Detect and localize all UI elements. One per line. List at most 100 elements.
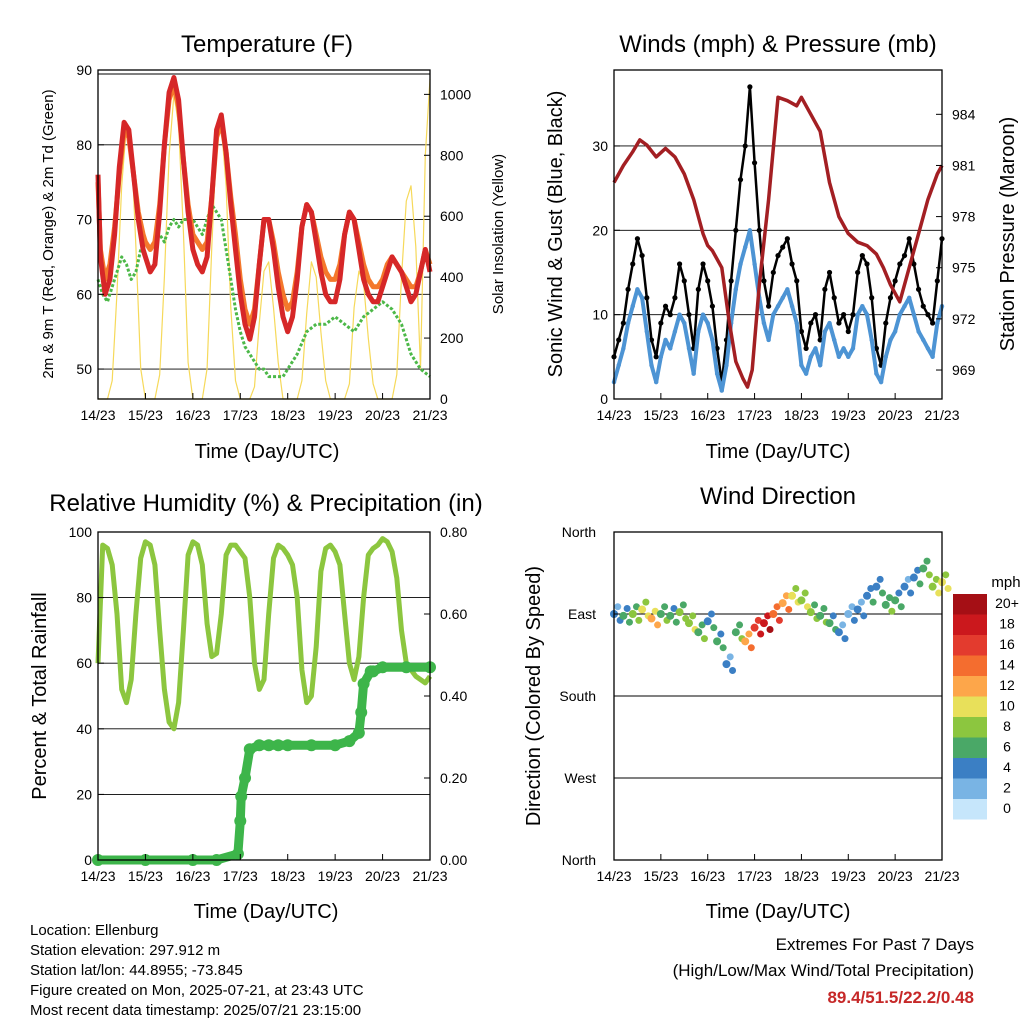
winds-point-wind bbox=[874, 371, 879, 376]
p4-xtick-label: 21/23 bbox=[924, 868, 959, 884]
humidity-point-precip bbox=[231, 847, 244, 860]
speed-legend-label: 8 bbox=[1003, 718, 1011, 734]
p2-xtick-label: 14/23 bbox=[596, 407, 631, 423]
direction-point bbox=[666, 611, 675, 620]
direction-point bbox=[942, 571, 950, 579]
direction-title: Wind Direction bbox=[700, 483, 856, 510]
p1-ytick-right-label: 400 bbox=[440, 269, 464, 285]
winds-point-wind bbox=[635, 287, 640, 292]
p2-ytick-right-label: 981 bbox=[952, 157, 976, 173]
direction-panel: Wind Direction Direction (Colored By Spe… bbox=[523, 483, 1021, 923]
winds-point-wind bbox=[916, 329, 921, 334]
winds-point-gust bbox=[705, 278, 711, 284]
p1-ytick-label: 50 bbox=[76, 361, 92, 377]
extremes-subheading: (High/Low/Max Wind/Total Precipitation) bbox=[672, 961, 974, 980]
winds-point-gust bbox=[620, 320, 626, 326]
winds-point-wind bbox=[691, 371, 696, 376]
winds-point-wind bbox=[930, 354, 935, 360]
direction-ytick-label: West bbox=[564, 770, 596, 786]
winds-point-gust bbox=[733, 227, 739, 233]
winds-point-gust bbox=[625, 286, 631, 292]
direction-point bbox=[661, 603, 669, 611]
p2-ytick-label: 0 bbox=[600, 391, 608, 407]
winds-point-wind bbox=[714, 371, 720, 376]
winds-point-wind bbox=[855, 312, 860, 317]
speed-legend-label: 10 bbox=[999, 698, 1015, 714]
direction-point bbox=[816, 611, 825, 620]
speed-legend-swatch bbox=[953, 676, 987, 697]
winds-point-gust bbox=[826, 269, 833, 276]
humidity-point-precip bbox=[253, 739, 266, 752]
speed-legend-swatch bbox=[953, 594, 987, 615]
p3-ytick-right-label: 0.20 bbox=[440, 770, 467, 786]
winds-point-gust bbox=[831, 295, 837, 301]
winds-point-wind bbox=[897, 312, 903, 317]
direction-point bbox=[804, 603, 812, 611]
direction-point bbox=[900, 582, 909, 591]
p1-ytick-right-label: 200 bbox=[440, 330, 464, 346]
direction-point bbox=[782, 592, 790, 600]
winds-point-wind bbox=[616, 363, 621, 368]
winds-point-wind bbox=[696, 329, 701, 334]
winds-point-gust bbox=[855, 269, 861, 276]
winds-point-gust bbox=[672, 295, 678, 301]
winds-point-wind bbox=[813, 346, 818, 351]
winds-ticks: 0 10 20 30 969 972 975 978 981 984 14/23 15/23 16/23… bbox=[592, 106, 975, 423]
direction-point bbox=[788, 591, 797, 600]
direction-point bbox=[766, 625, 774, 633]
direction-point bbox=[656, 610, 665, 618]
extremes-heading: Extremes For Past 7 Days bbox=[775, 935, 974, 954]
direction-point bbox=[717, 630, 725, 638]
speed-legend-swatch bbox=[953, 655, 987, 676]
winds-point-gust bbox=[869, 295, 875, 301]
winds-point-wind bbox=[860, 304, 865, 309]
direction-point bbox=[625, 618, 633, 626]
temperature-series-t2m bbox=[95, 75, 433, 342]
temperature-plot bbox=[95, 75, 433, 400]
winds-point-wind bbox=[743, 244, 748, 250]
humidity-point-precip bbox=[400, 661, 413, 674]
temperature-frame bbox=[97, 69, 431, 400]
p2-xtick-label: 20/23 bbox=[878, 407, 913, 423]
humidity-point-precip bbox=[305, 739, 318, 752]
winds-point-gust bbox=[677, 261, 683, 267]
winds-ylabel: Sonic Wind & Gust (Blue, Black) bbox=[545, 91, 567, 378]
winds-point-wind bbox=[719, 388, 724, 393]
winds-point-wind bbox=[733, 287, 739, 292]
humidity-title: Relative Humidity (%) & Precipitation (i… bbox=[49, 490, 482, 517]
winds-point-wind bbox=[846, 354, 851, 360]
speed-legend-swatch bbox=[953, 614, 987, 635]
direction-grid bbox=[614, 613, 942, 779]
direction-point bbox=[722, 660, 731, 669]
humidity-point-precip bbox=[355, 706, 368, 719]
winds-point-wind bbox=[921, 337, 926, 343]
winds-point-gust bbox=[864, 261, 870, 267]
winds-point-wind bbox=[705, 320, 710, 326]
p3-xtick-label: 15/23 bbox=[128, 868, 163, 884]
speed-legend-title: mph bbox=[991, 574, 1020, 591]
winds-point-wind bbox=[775, 304, 781, 309]
winds-point-gust bbox=[920, 303, 926, 309]
speed-legend-label: 20+ bbox=[995, 595, 1019, 611]
humidity-plot bbox=[92, 536, 436, 866]
winds-point-gust bbox=[812, 312, 819, 318]
winds-point-gust bbox=[887, 295, 894, 301]
winds-series-pressure bbox=[612, 95, 944, 389]
p2-ytick-label: 30 bbox=[592, 138, 608, 154]
winds-point-wind bbox=[925, 346, 931, 351]
winds-point-wind bbox=[738, 261, 743, 267]
humidity-point-precip bbox=[357, 677, 370, 690]
speed-legend-swatch bbox=[953, 717, 987, 738]
direction-point bbox=[878, 589, 886, 597]
winds-point-gust bbox=[892, 278, 898, 284]
humidity-point-precip bbox=[262, 739, 275, 752]
direction-xlabel: Time (Day/UTC) bbox=[706, 901, 851, 923]
winds-point-gust bbox=[934, 278, 940, 284]
direction-point bbox=[729, 666, 737, 674]
p4-xtick-label: 14/23 bbox=[596, 868, 631, 884]
p3-xtick-label: 21/23 bbox=[412, 868, 447, 884]
direction-point bbox=[891, 596, 900, 605]
p2-ytick-right-label: 972 bbox=[952, 311, 976, 327]
direction-point bbox=[935, 589, 943, 597]
winds-point-gust bbox=[930, 320, 936, 326]
